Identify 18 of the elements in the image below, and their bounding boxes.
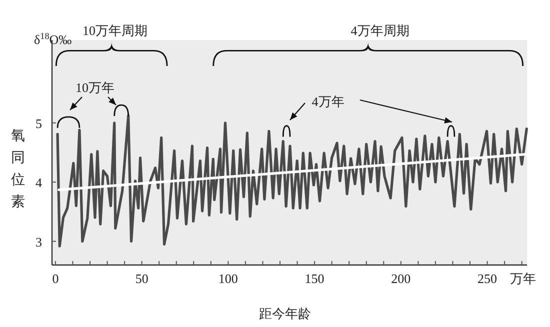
x-tick-label: 50	[135, 271, 148, 286]
annotation: 4万年	[312, 94, 344, 109]
text: 4万年周期	[350, 23, 410, 38]
annotation: δ$^{18}$O‰	[34, 31, 72, 47]
x-tick-label: 100	[218, 271, 238, 286]
x-tick-label: 0	[52, 271, 59, 286]
text: 万年	[510, 271, 536, 286]
y-tick-label: 5	[36, 116, 42, 131]
x-tick-label: 200	[391, 271, 411, 286]
y-tick-label: 3	[36, 234, 42, 250]
x-tick-label: 250	[478, 271, 498, 286]
y-axis-title: 氧同位素	[11, 129, 25, 210]
line-series	[56, 114, 528, 248]
y-tick-label: 4	[36, 175, 42, 190]
x-tick-label: 150	[304, 271, 324, 286]
text: 10万年周期	[82, 23, 148, 38]
annotation: 10万年	[76, 80, 114, 95]
x-axis-title: 距今年龄	[259, 306, 311, 321]
